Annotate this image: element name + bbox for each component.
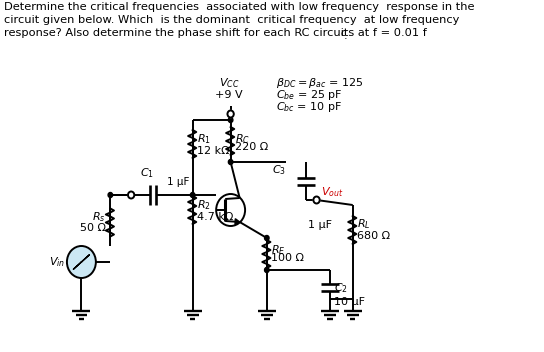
Text: $V_{in}$: $V_{in}$: [49, 255, 65, 269]
Text: 680 Ω: 680 Ω: [357, 231, 391, 241]
Text: $V_{out}$: $V_{out}$: [321, 185, 344, 199]
Polygon shape: [235, 219, 240, 225]
Circle shape: [313, 196, 320, 203]
Circle shape: [228, 112, 233, 117]
Text: 100 Ω: 100 Ω: [271, 253, 304, 263]
Circle shape: [264, 235, 269, 240]
Circle shape: [227, 111, 234, 118]
Text: +9 V: +9 V: [215, 90, 243, 100]
Text: $R_C$: $R_C$: [235, 132, 250, 146]
Circle shape: [228, 159, 233, 164]
Text: 10 μF: 10 μF: [333, 297, 364, 307]
Text: circuit given below. Which  is the dominant  critical frequency  at low frequenc: circuit given below. Which is the domina…: [4, 15, 459, 25]
Text: $R_2$: $R_2$: [197, 198, 211, 212]
Text: 220 Ω: 220 Ω: [235, 142, 268, 152]
Circle shape: [108, 193, 113, 197]
Text: 12 kΩ: 12 kΩ: [197, 146, 230, 156]
Text: $\beta_{DC}$$ = \beta_{ac}$ = 125: $\beta_{DC}$$ = \beta_{ac}$ = 125: [276, 76, 363, 90]
Circle shape: [190, 193, 195, 197]
Text: $V_{CC}$: $V_{CC}$: [219, 76, 239, 90]
Text: 1 μF: 1 μF: [168, 177, 190, 187]
Text: $C_{bc}$ = 10 pF: $C_{bc}$ = 10 pF: [276, 100, 342, 114]
Text: $C_1$: $C_1$: [139, 166, 153, 180]
Text: response? Also determine the phase shift for each RC circuits at f = 0.01 f: response? Also determine the phase shift…: [4, 28, 426, 38]
Text: 1 μF: 1 μF: [308, 220, 332, 230]
Text: 50 Ω: 50 Ω: [80, 223, 106, 233]
Text: Determine the critical frequencies  associated with low frequency  response in t: Determine the critical frequencies assoc…: [4, 2, 474, 12]
Circle shape: [228, 118, 233, 122]
Circle shape: [128, 191, 134, 199]
Text: $R_E$: $R_E$: [271, 243, 286, 257]
Text: $R_L$: $R_L$: [357, 217, 371, 231]
Text: .: .: [344, 31, 347, 41]
Text: $C_3$: $C_3$: [272, 163, 286, 177]
Text: $C_{be}$ = 25 pF: $C_{be}$ = 25 pF: [276, 88, 343, 102]
Text: c: c: [340, 28, 346, 38]
Circle shape: [67, 246, 96, 278]
Text: $C_2$: $C_2$: [333, 281, 348, 295]
Text: $R_s$: $R_s$: [92, 210, 106, 224]
Text: $R_1$: $R_1$: [197, 132, 211, 146]
Circle shape: [264, 268, 269, 272]
Text: 4.7 kΩ: 4.7 kΩ: [197, 213, 233, 222]
